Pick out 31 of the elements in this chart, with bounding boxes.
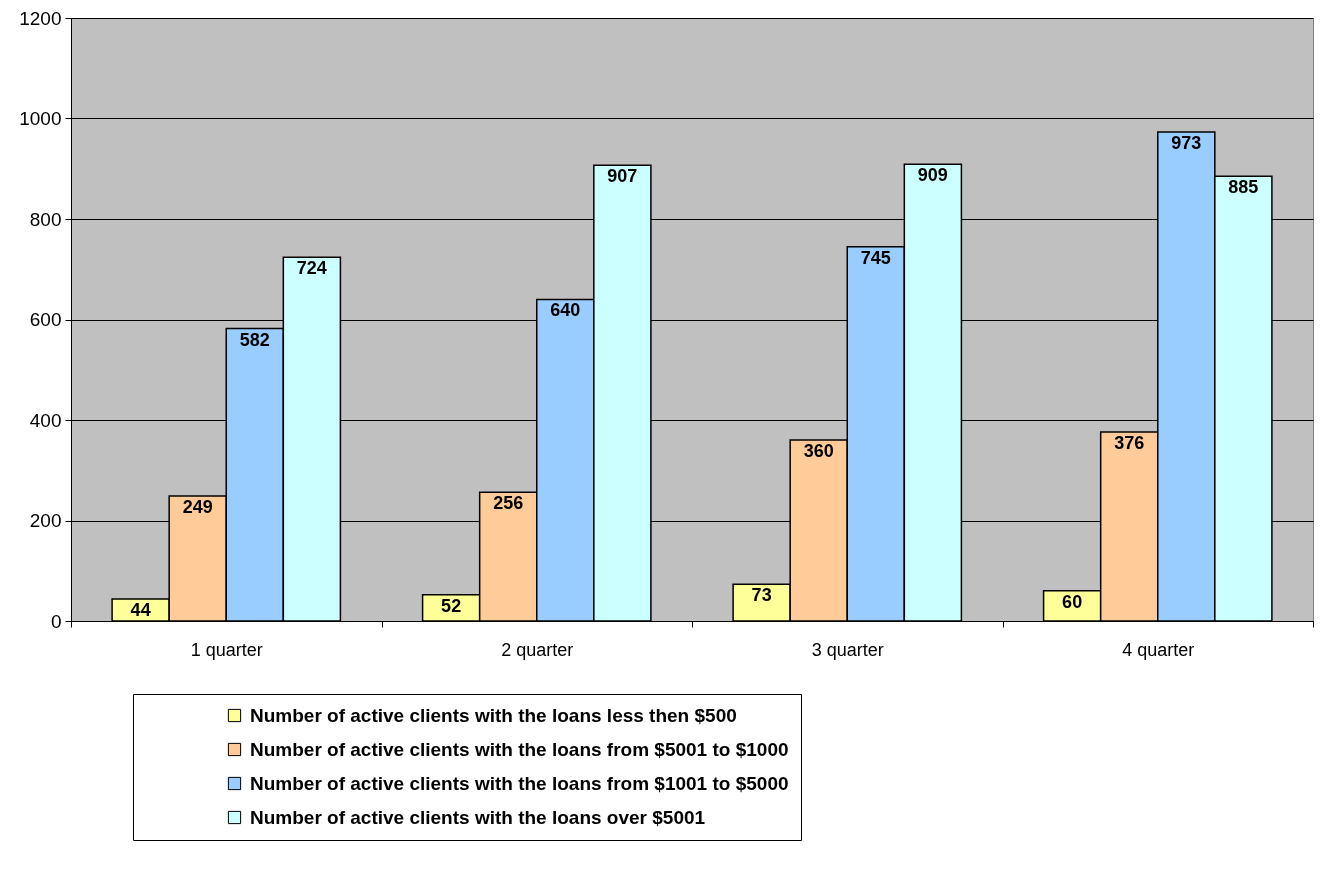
data-label: 256 [493, 493, 524, 514]
data-label: 640 [550, 300, 581, 321]
x-tick-label: 3 quarter [811, 639, 884, 660]
data-label: 52 [441, 595, 462, 616]
data-label: 360 [803, 441, 834, 462]
x-tick-label: 4 quarter [1122, 639, 1195, 660]
data-label: 907 [607, 166, 638, 187]
data-label: 44 [130, 599, 151, 620]
y-tick-label: 1200 [19, 7, 62, 29]
data-label: 73 [751, 585, 772, 606]
data-label: 582 [239, 329, 270, 350]
data-label: 249 [182, 496, 213, 517]
legend-label: Number of active clients with the loans less then $500 [250, 704, 737, 726]
data-label: 909 [917, 165, 948, 186]
y-tick-label: 600 [29, 309, 62, 330]
y-tick-label: 0 [50, 610, 62, 632]
data-label: 745 [860, 247, 891, 268]
y-tick-label: 400 [29, 409, 62, 431]
legend-label: Number of active clients with the loans over $5001 [250, 806, 706, 828]
y-tick-label: 200 [29, 510, 62, 531]
data-label: 376 [1114, 433, 1145, 454]
y-tick-label: 800 [29, 208, 62, 230]
x-tick-label: 2 quarter [501, 639, 574, 660]
data-label: 885 [1228, 177, 1259, 198]
x-tick-label: 1 quarter [190, 639, 263, 660]
data-label: 724 [296, 258, 327, 279]
legend-label: Number of active clients with the loans from $1001 to $5000 [250, 772, 789, 794]
data-label: 60 [1062, 591, 1083, 612]
y-tick-label: 1000 [19, 108, 62, 129]
legend-label: Number of active clients with the loans from $5001 to $1000 [250, 738, 789, 760]
data-label: 973 [1171, 133, 1202, 154]
